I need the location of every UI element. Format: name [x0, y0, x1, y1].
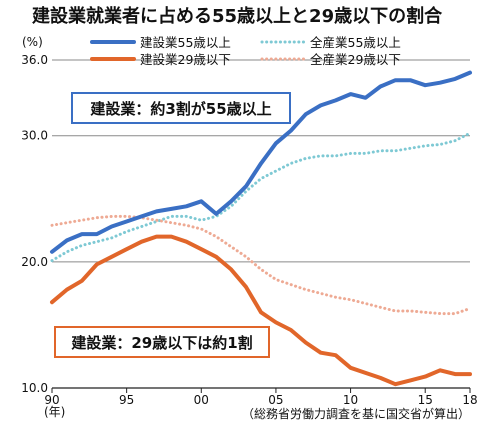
x-tick-label: 95	[119, 393, 134, 407]
legend-label-3: 全産業29歳以下	[310, 52, 401, 67]
legend-label-2: 全産業55歳以上	[310, 35, 401, 50]
x-tick-label: 15	[418, 393, 433, 407]
chart-title: 建設業就業者に占める55歳以上と29歳以下の割合	[32, 5, 443, 27]
annotation-text-0: 建設業：約3割が55歳以上	[90, 100, 271, 118]
x-tick-label: 00	[194, 393, 209, 407]
y-unit-label: (%)	[22, 35, 43, 49]
y-tick-label: 20.0	[21, 255, 48, 269]
x-tick-label: 10	[343, 393, 358, 407]
y-tick-label: 36.0	[21, 53, 48, 67]
x-tick-label: 05	[268, 393, 283, 407]
series-line-3	[50, 214, 472, 316]
series-line-2	[50, 131, 472, 263]
legend-label-1: 建設業29歳以下	[140, 52, 231, 67]
x-unit-label: (年)	[44, 405, 65, 419]
x-tick-label: 18	[462, 393, 477, 407]
annotation-box-0	[71, 92, 291, 124]
source-note: （総務省労働力調査を基に国交省が算出）	[242, 406, 470, 421]
axes: 10.0 20.0 30.0 36.0 90 95 00 05 10 15 18	[21, 53, 477, 407]
annotation-box-1	[54, 326, 270, 358]
x-tick-label: 90	[44, 393, 59, 407]
y-tick-label: 30.0	[21, 129, 48, 143]
series-line-1	[50, 234, 472, 387]
legend-label-0: 建設業55歳以上	[140, 35, 231, 50]
y-tick-label: 10.0	[21, 381, 48, 395]
series-line-0	[50, 70, 472, 254]
annotation-text-1: 建設業：29歳以下は約1割	[71, 334, 252, 352]
series-lines	[50, 70, 472, 387]
